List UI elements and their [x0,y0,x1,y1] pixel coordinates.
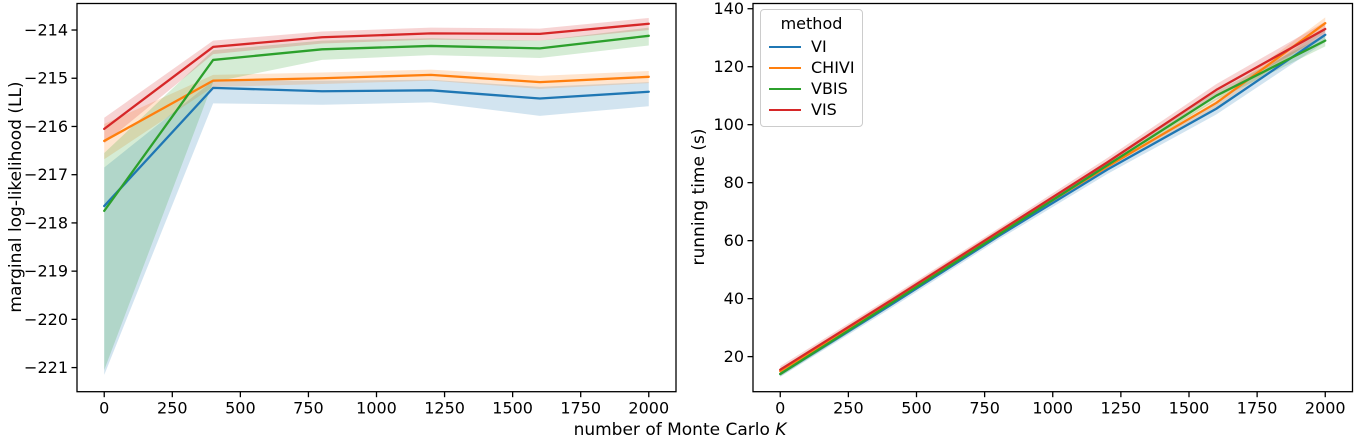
series-line-vis [779,27,1327,371]
vbis-line-swatch-icon [769,87,801,90]
vis-line-swatch-icon [769,108,801,111]
x-tick-label: 1250 [1101,399,1142,418]
y-tick-label: 60 [724,231,744,250]
legend-item-vi: VI [761,36,862,57]
y-tick-label: −217 [24,165,68,184]
legend-item-chivi: CHIVI [761,57,862,78]
x-tick-label: 2000 [628,399,669,418]
series-line-vis [103,22,650,131]
x-tick-label: 500 [225,399,256,418]
legend-label-vis: VIS [811,100,837,119]
x-tick-label: 2000 [1305,399,1346,418]
legend-item-vbis: VBIS [761,78,862,99]
x-tick-label: 1500 [492,399,533,418]
band-vis [104,17,649,144]
x-tick-label: 500 [901,399,932,418]
y-tick-label: 40 [724,289,744,308]
x-tick-label: 750 [969,399,1000,418]
y-tick-label: −220 [24,310,68,329]
band-vi [104,79,649,375]
x-tick-label: 0 [775,399,785,418]
y-tick-label: −218 [24,213,68,232]
chivi-line-swatch-icon [769,66,801,69]
x-tick-label: 1250 [424,399,465,418]
legend-title: method [780,14,843,33]
x-tick-label: 1000 [1032,399,1073,418]
x-tick-label: 1000 [356,399,397,418]
legend-item-vis: VIS [761,99,862,120]
vi-line-swatch-icon [769,45,801,48]
legend-label-chivi: CHIVI [811,58,855,77]
left-y-axis-label: marginal log-likelihood (LL) [6,81,26,313]
series-line-vi [103,86,650,208]
x-tick-label: 250 [833,399,864,418]
legend-label-vi: VI [811,37,827,56]
x-axis-label: number of Monte Carlo K [574,420,787,440]
x-tick-label: 750 [293,399,324,418]
y-tick-label: 20 [724,347,744,366]
x-axis-label-text: number of Monte Carlo [573,420,776,440]
y-tick-label: 120 [713,57,744,76]
series-line-chivi [103,73,650,143]
legend-label-vbis: VBIS [811,79,848,98]
y-tick-label: −219 [24,262,68,281]
y-tick-label: −216 [24,117,68,136]
x-tick-label: 1500 [1169,399,1210,418]
y-tick-label: −221 [24,358,68,377]
y-tick-label: 140 [713,0,744,18]
y-tick-label: 80 [724,173,744,192]
y-tick-label: −215 [24,69,68,88]
x-tick-label: 1750 [560,399,601,418]
right-y-axis-label: running time (s) [689,128,709,266]
x-tick-label: 1750 [1237,399,1278,418]
y-tick-label: −214 [24,21,68,40]
x-tick-label: 250 [157,399,188,418]
x-tick-label: 0 [99,399,109,418]
x-axis-label-k: K [775,420,787,440]
series-line-vbis [103,34,650,213]
y-tick-label: 100 [713,115,744,134]
legend-box: method VI CHIVI VBIS VIS [760,9,863,127]
series-line-vbis [779,39,1327,376]
